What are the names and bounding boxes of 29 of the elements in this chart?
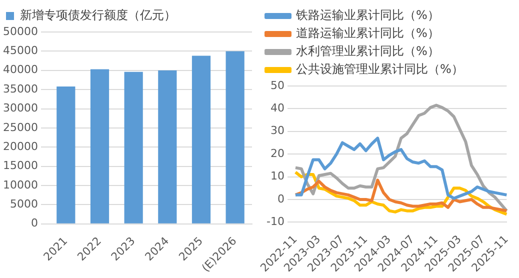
legend-label: 道路运输业累计同比（%） (296, 26, 440, 40)
bar (56, 86, 76, 224)
y-tick-label: 0 (278, 192, 284, 206)
y-tick-label: 10000 (2, 178, 38, 192)
y-tick-label: 30 (270, 124, 284, 138)
y-tick-label: 5000 (10, 198, 38, 211)
y-tick-label: 15000 (2, 159, 38, 172)
legend-label: 公共设施管理业累计同比（%） (296, 62, 464, 76)
y-tick-label: 30000 (2, 102, 38, 115)
bar (124, 72, 143, 224)
y-tick-label: 50 (270, 78, 284, 92)
legend-label: 水利管理业累计同比（%） (296, 44, 440, 58)
y-tick-label: 35000 (2, 82, 38, 96)
legend-label: 新增专项债发行额度（亿元） (20, 8, 176, 22)
y-tick-label: 20 (270, 146, 284, 160)
y-tick-label: -10 (266, 215, 284, 228)
y-tick-label: 45000 (2, 44, 38, 58)
y-tick-label: 40 (270, 102, 284, 115)
y-tick-label: 10 (270, 170, 284, 183)
bar (158, 70, 177, 224)
bar (226, 51, 244, 224)
bar (90, 69, 110, 224)
bar (192, 56, 211, 224)
y-tick-label: 0 (30, 216, 38, 230)
y-tick-label: 50000 (2, 24, 38, 38)
legend-label: 铁路运输业累计同比（%） (295, 8, 440, 22)
y-tick-label: 25000 (2, 120, 38, 134)
y-tick-label: 40000 (2, 63, 38, 76)
y-tick-label: 20000 (2, 140, 38, 153)
